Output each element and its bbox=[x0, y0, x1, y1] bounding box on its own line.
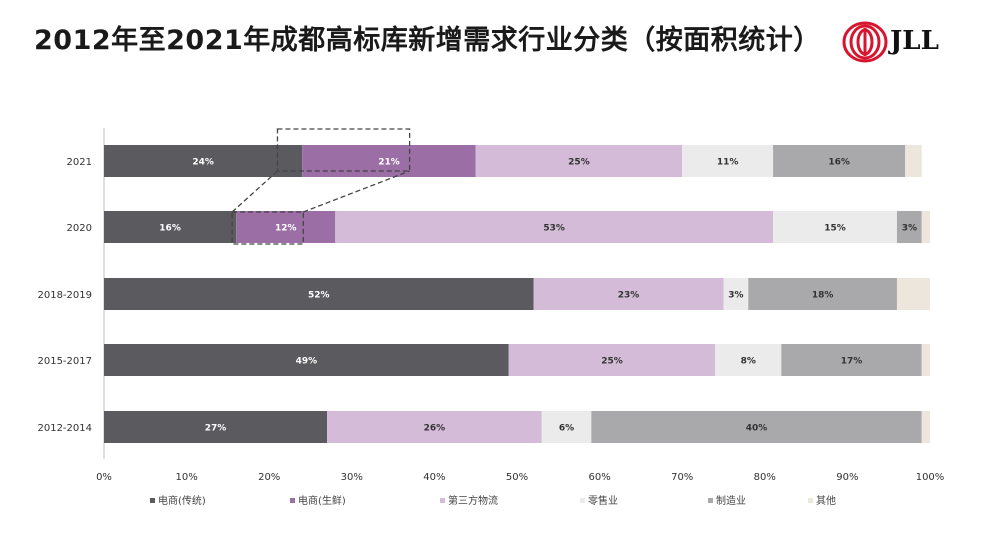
bar-segment bbox=[748, 278, 897, 310]
data-label: 49% bbox=[296, 357, 318, 367]
legend-swatch bbox=[808, 498, 813, 503]
legend-swatch bbox=[708, 498, 713, 503]
data-label: 25% bbox=[568, 158, 590, 168]
bar-segment bbox=[236, 211, 336, 243]
data-label: 17% bbox=[841, 357, 863, 367]
bar-segment bbox=[896, 211, 922, 243]
data-label: 3% bbox=[902, 224, 917, 234]
legend-swatch bbox=[150, 498, 155, 503]
bar-segment bbox=[773, 211, 897, 243]
x-tick-label: 50% bbox=[506, 472, 528, 483]
x-tick-label: 70% bbox=[671, 472, 693, 483]
bar-segment bbox=[723, 278, 749, 310]
bar-segment bbox=[921, 211, 930, 243]
data-label: 24% bbox=[192, 158, 214, 168]
legend-swatch bbox=[440, 498, 445, 503]
bar-segment bbox=[682, 145, 774, 177]
data-label: 27% bbox=[205, 424, 227, 434]
jll-logo-icon bbox=[842, 21, 888, 63]
data-label: 16% bbox=[159, 224, 181, 234]
bar-segment bbox=[533, 278, 724, 310]
bar-segment bbox=[104, 411, 328, 443]
legend-label: 零售业 bbox=[588, 494, 618, 507]
legend-label: 第三方物流 bbox=[448, 494, 498, 507]
legend-swatch bbox=[580, 498, 585, 503]
callout-large-box bbox=[276, 128, 411, 172]
bar-segment bbox=[591, 411, 922, 443]
legend-label: 电商(传统) bbox=[158, 494, 206, 507]
bar-segment bbox=[335, 211, 774, 243]
x-tick-label: 60% bbox=[588, 472, 610, 483]
x-tick-label: 10% bbox=[175, 472, 197, 483]
bar-segment bbox=[921, 344, 930, 376]
data-label: 23% bbox=[618, 291, 640, 301]
bar-segment bbox=[302, 145, 476, 177]
category-label: 2020 bbox=[67, 223, 92, 234]
legend-label: 其他 bbox=[816, 494, 836, 507]
data-label: 12% bbox=[275, 224, 297, 234]
category-label: 2021 bbox=[67, 157, 92, 168]
bar-segment bbox=[896, 278, 930, 310]
data-label: 15% bbox=[824, 224, 846, 234]
bar-segment bbox=[905, 145, 922, 177]
legend-swatch bbox=[290, 498, 295, 503]
bar-segment bbox=[541, 411, 592, 443]
bar-segment bbox=[104, 145, 303, 177]
category-label: 2012-2014 bbox=[37, 423, 92, 434]
bar-segment bbox=[921, 411, 930, 443]
data-label: 21% bbox=[378, 158, 400, 168]
x-tick-label: 40% bbox=[423, 472, 445, 483]
callout-connector-right bbox=[303, 170, 410, 213]
x-tick-label: 30% bbox=[341, 472, 363, 483]
bar-segment bbox=[104, 211, 237, 243]
category-label: 2015-2017 bbox=[37, 356, 92, 367]
data-label: 6% bbox=[559, 424, 574, 434]
data-label: 18% bbox=[812, 291, 834, 301]
x-tick-label: 0% bbox=[96, 472, 112, 483]
data-label: 3% bbox=[728, 291, 743, 301]
legend-label: 电商(生鲜) bbox=[298, 494, 346, 507]
callout-small-box bbox=[231, 211, 304, 245]
bar-segment bbox=[715, 344, 782, 376]
x-tick-label: 90% bbox=[836, 472, 858, 483]
bar-segment bbox=[104, 344, 509, 376]
callout-connector-left bbox=[231, 170, 278, 213]
data-label: 8% bbox=[741, 357, 756, 367]
jll-logo-text: JLL bbox=[890, 26, 939, 56]
x-tick-label: 100% bbox=[916, 472, 945, 483]
x-tick-label: 20% bbox=[258, 472, 280, 483]
bar-segment bbox=[475, 145, 683, 177]
data-label: 11% bbox=[717, 158, 739, 168]
data-label: 52% bbox=[308, 291, 330, 301]
bar-segment bbox=[327, 411, 542, 443]
category-label: 2018-2019 bbox=[37, 290, 92, 301]
bar-segment bbox=[773, 145, 906, 177]
bar-segment bbox=[104, 278, 534, 310]
data-label: 25% bbox=[601, 357, 623, 367]
data-label: 53% bbox=[543, 224, 565, 234]
data-label: 40% bbox=[746, 424, 768, 434]
data-label: 16% bbox=[828, 158, 850, 168]
bar-segment bbox=[508, 344, 716, 376]
data-label: 26% bbox=[424, 424, 446, 434]
bar-segment bbox=[781, 344, 922, 376]
legend-label: 制造业 bbox=[716, 494, 746, 507]
x-tick-label: 80% bbox=[754, 472, 776, 483]
chart-title: 2012年至2021年成都高标库新增需求行业分类（按面积统计） bbox=[34, 25, 821, 56]
